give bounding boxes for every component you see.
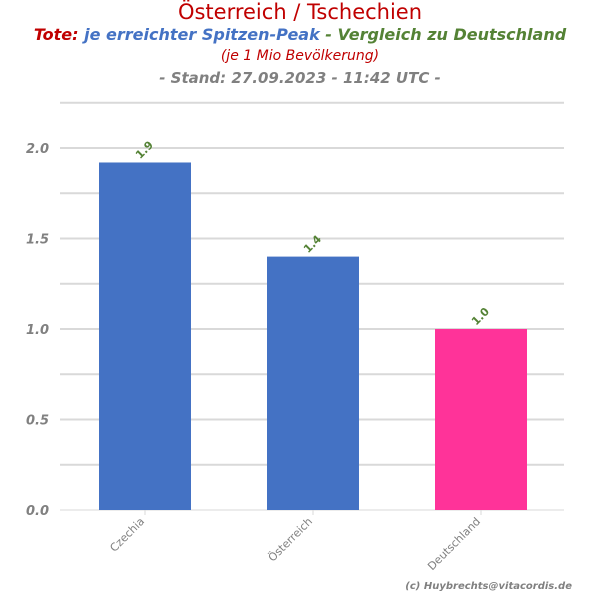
y-tick-label: 1.5: [26, 233, 49, 248]
y-tick-label: 2.0: [26, 142, 49, 157]
y-tick-label: 0.5: [26, 414, 49, 429]
subtitle-vergleich: - Vergleich zu Deutschland: [319, 25, 567, 44]
copyright: (c) Huybrechts@vitacordis.de: [405, 581, 572, 592]
bar-deutschland: [435, 329, 527, 510]
bar-czechia: [99, 162, 191, 511]
chart-subtitle: Tote: je erreichter Spitzen-Peak - Vergl…: [0, 25, 600, 44]
x-tick-label: Deutschland: [425, 515, 483, 573]
subtitle-tote: Tote:: [33, 25, 79, 44]
data-label: 1.4: [301, 232, 324, 255]
data-label: 1.9: [133, 139, 156, 162]
population-note: (je 1 Mio Bevölkerung): [220, 48, 380, 64]
x-tick-label: Czechia: [107, 515, 147, 555]
bar-österreich: [267, 256, 359, 510]
y-tick-label: 1.0: [26, 323, 49, 338]
subtitle-peak: je erreichter Spitzen-Peak: [78, 25, 320, 44]
chart-title: Österreich / Tschechien: [177, 0, 423, 24]
timestamp: - Stand: 27.09.2023 - 11:42 UTC -: [159, 69, 441, 87]
data-label: 1.0: [469, 305, 492, 328]
x-tick-label: Österreich: [266, 515, 315, 564]
y-tick-label: 0.0: [26, 504, 49, 519]
